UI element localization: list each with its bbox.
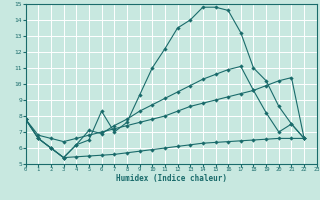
X-axis label: Humidex (Indice chaleur): Humidex (Indice chaleur)	[116, 174, 227, 183]
